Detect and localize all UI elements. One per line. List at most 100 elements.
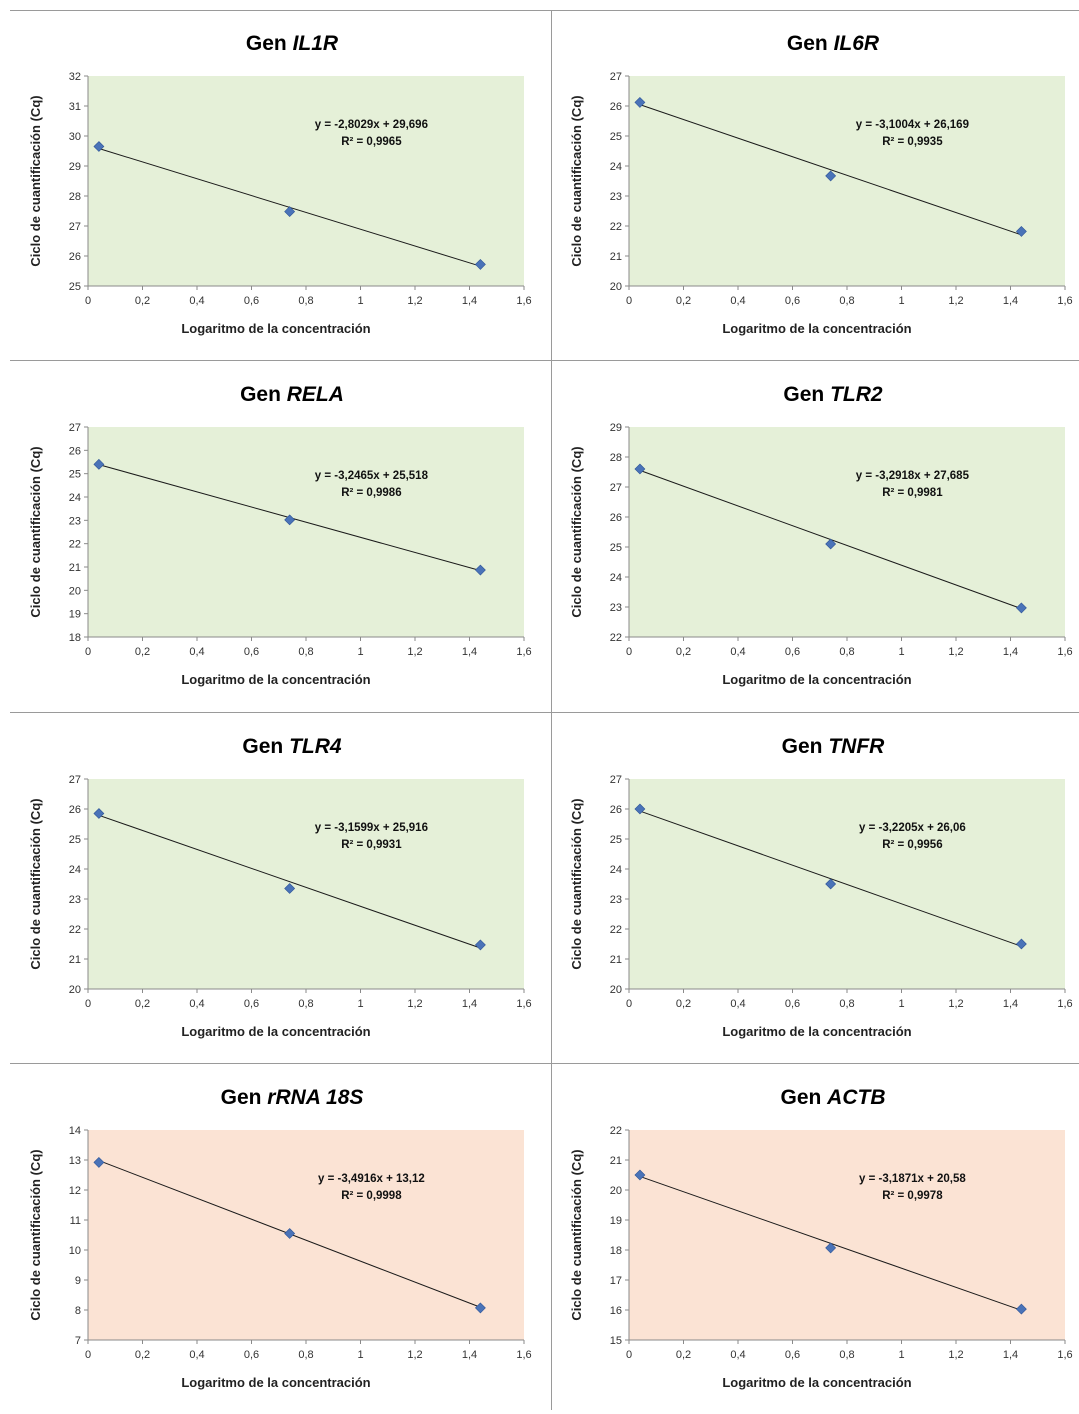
x-tick-label: 0,2 — [135, 646, 150, 658]
chart-title: Gen IL1R — [246, 32, 339, 55]
y-tick-label: 16 — [610, 1305, 622, 1317]
y-tick-label: 31 — [69, 101, 81, 113]
y-tick-label: 20 — [69, 585, 81, 597]
x-tick-label: 1,6 — [516, 295, 531, 307]
data-point — [284, 514, 296, 526]
data-point — [284, 883, 296, 894]
x-tick-label: 1,4 — [462, 295, 477, 307]
r-squared-label: R² = 0,9956 — [882, 839, 942, 851]
x-tick-label: 0,2 — [135, 1349, 150, 1361]
x-tick-label: 1 — [898, 295, 904, 307]
x-tick-label: 0 — [626, 646, 632, 658]
chart-title: Gen rRNA 18S — [221, 1086, 364, 1109]
data-point — [825, 170, 837, 182]
x-tick-label: 1 — [357, 295, 363, 307]
x-tick-label: 0,4 — [730, 1349, 745, 1361]
data-point — [825, 538, 837, 550]
x-tick-label: 0,6 — [785, 646, 800, 658]
data-point — [634, 463, 646, 475]
data-point — [93, 458, 105, 470]
chart-title: Gen TNFR — [782, 735, 886, 758]
y-tick-label: 27 — [610, 71, 622, 83]
x-tick-label: 1,6 — [1057, 1349, 1072, 1361]
y-tick-label: 26 — [610, 101, 622, 113]
y-tick-label: 13 — [69, 1155, 81, 1167]
trendline-equation: y = -3,4916x + 13,12 — [318, 1173, 425, 1185]
y-tick-label: 15 — [610, 1335, 622, 1347]
x-tick-label: 1 — [357, 998, 363, 1010]
y-tick-label: 12 — [69, 1185, 81, 1197]
data-point — [474, 939, 486, 951]
y-tick-label: 17 — [610, 1275, 622, 1287]
plot-area — [629, 427, 1065, 637]
x-tick-label: 0,8 — [298, 295, 313, 307]
x-tick-label: 0 — [626, 1349, 632, 1361]
x-tick-label: 1,4 — [462, 998, 477, 1010]
panel-divider-row-1 — [10, 360, 1079, 361]
trendline-equation: y = -3,1004x + 26,169 — [856, 119, 969, 131]
chart-title-prefix: Gen — [240, 383, 287, 406]
panel-divider-row-3 — [10, 1063, 1079, 1064]
y-tick-label: 23 — [69, 515, 81, 527]
x-tick-label: 0,2 — [676, 646, 691, 658]
y-tick-label: 26 — [69, 445, 81, 457]
chart-panel-8: Gen ACTB 15 16 17 18 19 20 21 22 0 0,2 0,4 0,6 0,8 1 1,… — [569, 1086, 1073, 1390]
x-tick-label: 0,2 — [676, 295, 691, 307]
r-squared-label: R² = 0,9965 — [341, 136, 402, 148]
plot-area — [629, 1130, 1065, 1340]
x-tick-label: 0,2 — [135, 998, 150, 1010]
plot-area — [629, 76, 1065, 286]
x-tick-label: 1,4 — [1003, 295, 1018, 307]
r-squared-label: R² = 0,9978 — [882, 1190, 943, 1202]
x-tick-label: 0,2 — [676, 998, 691, 1010]
y-tick-label: 21 — [69, 562, 81, 574]
y-tick-label: 25 — [69, 281, 81, 293]
y-axis-label: Ciclo de cuantificación (Cq) — [28, 95, 43, 266]
x-tick-label: 1,2 — [407, 1349, 422, 1361]
y-tick-label: 23 — [610, 894, 622, 906]
x-tick-label: 0,8 — [839, 646, 854, 658]
y-tick-label: 24 — [69, 492, 81, 504]
x-tick-label: 1,6 — [516, 1349, 531, 1361]
chart-title-gene: ACTB — [826, 1086, 885, 1109]
data-point — [1015, 602, 1027, 614]
data-point — [474, 258, 486, 270]
x-tick-label: 0,6 — [244, 998, 259, 1010]
y-tick-label: 27 — [69, 422, 81, 434]
x-tick-label: 1,6 — [516, 998, 531, 1010]
chart-title-prefix: Gen — [783, 383, 830, 406]
x-tick-label: 1,2 — [948, 998, 963, 1010]
chart-panel-7: Gen rRNA 18S 7 8 9 10 11 12 13 14 0 0,2 0,4 0,6 0,8 1 1… — [28, 1086, 532, 1390]
x-tick-label: 1,4 — [1003, 998, 1018, 1010]
chart-title-prefix: Gen — [246, 32, 293, 55]
data-point — [634, 803, 646, 815]
y-tick-label: 20 — [610, 281, 622, 293]
x-tick-label: 1,2 — [948, 646, 963, 658]
trendline-equation: y = -3,2918x + 27,685 — [856, 470, 970, 482]
y-axis-label: Ciclo de cuantificación (Cq) — [28, 798, 43, 969]
chart-panel-6: Gen TNFR 20 21 22 23 24 25 26 27 0 0,2 0,4 0,6 0,8 1 1,… — [569, 735, 1073, 1039]
data-point — [825, 878, 837, 890]
y-axis-label: Ciclo de cuantificación (Cq) — [28, 1149, 43, 1320]
y-tick-label: 25 — [69, 469, 81, 481]
chart-title: Gen TLR4 — [242, 735, 342, 758]
r-squared-label: R² = 0,9935 — [882, 136, 943, 148]
r-squared-label: R² = 0,9931 — [341, 839, 402, 851]
data-point — [634, 96, 646, 108]
y-tick-label: 26 — [610, 512, 622, 524]
y-axis-label: Ciclo de cuantificación (Cq) — [569, 446, 584, 617]
data-point — [474, 1302, 486, 1314]
x-tick-label: 0,8 — [298, 998, 313, 1010]
x-axis-label: Logaritmo de la concentración — [181, 672, 370, 687]
y-axis-label: Ciclo de cuantificación (Cq) — [569, 798, 584, 969]
x-tick-label: 0,4 — [730, 295, 745, 307]
trendline-equation: y = -3,2205x + 26,06 — [859, 822, 966, 834]
y-tick-label: 23 — [610, 602, 622, 614]
plot-area — [88, 1130, 524, 1340]
x-tick-label: 0 — [626, 998, 632, 1010]
x-tick-label: 1 — [357, 1349, 363, 1361]
data-point — [284, 1228, 296, 1239]
y-tick-label: 22 — [69, 539, 81, 551]
x-tick-label: 1,4 — [462, 646, 477, 658]
